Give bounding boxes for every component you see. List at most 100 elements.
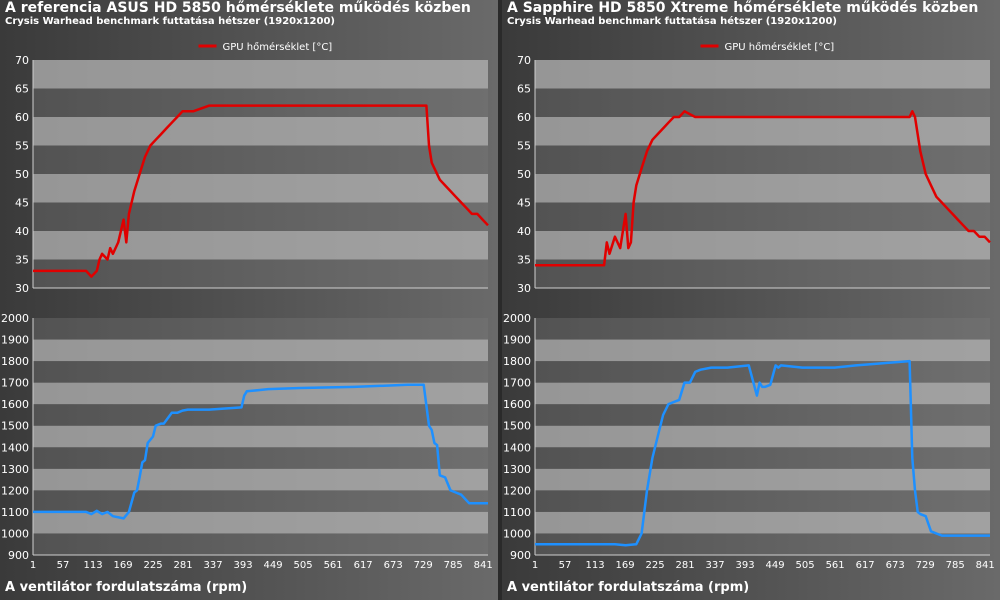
x-tick-label: 113 xyxy=(585,560,604,571)
x-tick-label: 337 xyxy=(204,560,223,571)
x-tick-label: 57 xyxy=(57,560,70,571)
y-tick-label: 30 xyxy=(517,282,531,295)
y-tick-label: 65 xyxy=(517,83,531,96)
y-tick-label: 1600 xyxy=(1,398,29,411)
y-tick-label: 1200 xyxy=(1,484,29,497)
grid-band xyxy=(33,511,488,534)
y-tick-label: 70 xyxy=(517,54,531,67)
grid-band xyxy=(33,174,488,203)
grid-band xyxy=(535,425,990,448)
x-tick-label: 729 xyxy=(414,560,433,571)
y-tick-label: 45 xyxy=(517,197,531,210)
y-tick-label: 40 xyxy=(15,225,29,238)
grid-band xyxy=(33,202,488,231)
y-tick-label: 1700 xyxy=(503,377,531,390)
y-tick-label: 1500 xyxy=(503,420,531,433)
panel-title: A referencia ASUS HD 5850 hőmérséklete m… xyxy=(5,0,471,16)
x-tick-label: 785 xyxy=(444,560,463,571)
grid-band xyxy=(535,361,990,383)
x-tick-label: 225 xyxy=(144,560,163,571)
x-tick-label: 57 xyxy=(559,560,572,571)
grid-band xyxy=(33,533,488,555)
y-tick-label: 1700 xyxy=(1,377,29,390)
grid-band xyxy=(33,318,488,340)
y-tick-label: 1000 xyxy=(1,527,29,540)
grid-band xyxy=(535,117,990,146)
x-tick-label: 281 xyxy=(174,560,193,571)
y-tick-label: 30 xyxy=(15,282,29,295)
x-tick-label: 337 xyxy=(706,560,725,571)
y-tick-label: 65 xyxy=(15,83,29,96)
x-tick-label: 617 xyxy=(354,560,373,571)
legend: GPU hőmérséklet [°C] xyxy=(198,41,333,53)
panel-left: A referencia ASUS HD 5850 hőmérséklete m… xyxy=(0,0,498,600)
grid-band xyxy=(33,447,488,469)
y-tick-label: 40 xyxy=(517,225,531,238)
fan-speed-chart-left: 900 1000 1100 1200 1300 1400 1500 1600 1700 1800 1… xyxy=(1,312,493,571)
y-tick-label: 1300 xyxy=(503,463,531,476)
x-tick-label: 729 xyxy=(916,560,935,571)
y-tick-label: 60 xyxy=(517,111,531,124)
grid-band xyxy=(535,490,990,512)
grid-band xyxy=(535,259,990,288)
y-tick-label: 55 xyxy=(15,140,29,153)
grid-band xyxy=(535,60,990,89)
y-tick-label: 1500 xyxy=(1,420,29,433)
x-tick-label: 561 xyxy=(826,560,845,571)
y-tick-label: 1100 xyxy=(1,506,29,519)
temperature-chart-left: 30 35 40 45 50 55 60 65 70 GPU hőmérséklet [°C] xyxy=(15,41,489,295)
grid-band xyxy=(535,404,990,426)
y-tick-label: 1100 xyxy=(503,506,531,519)
grid-band xyxy=(33,361,488,383)
legend-label: GPU hőmérséklet [°C] xyxy=(223,41,333,53)
y-tick-label: 60 xyxy=(15,111,29,124)
grid-band xyxy=(33,60,488,89)
grid-band xyxy=(535,468,990,491)
x-tick-label: 281 xyxy=(676,560,695,571)
y-tick-label: 35 xyxy=(15,254,29,267)
grid-band xyxy=(33,145,488,174)
grid-band xyxy=(33,468,488,491)
grid-band xyxy=(33,382,488,405)
y-tick-label: 35 xyxy=(517,254,531,267)
grid-band xyxy=(33,339,488,362)
grid-band xyxy=(33,88,488,117)
x-tick-label: 673 xyxy=(384,560,403,571)
y-tick-label: 1900 xyxy=(1,334,29,347)
grid-band xyxy=(33,259,488,288)
grid-band xyxy=(535,174,990,203)
y-tick-label: 1800 xyxy=(503,355,531,368)
y-tick-label: 1200 xyxy=(503,484,531,497)
y-tick-label: 1800 xyxy=(1,355,29,368)
panel-title: A Sapphire HD 5850 Xtreme hőmérséklete m… xyxy=(507,0,979,16)
grid-band xyxy=(535,339,990,362)
x-tick-label: 785 xyxy=(946,560,965,571)
legend-label: GPU hőmérséklet [°C] xyxy=(725,41,835,53)
x-tick-label: 169 xyxy=(113,560,132,571)
x-tick-label: 1 xyxy=(532,560,538,571)
y-tick-label: 50 xyxy=(517,168,531,181)
grid-band xyxy=(535,511,990,534)
grid-band xyxy=(535,231,990,260)
y-tick-label: 1300 xyxy=(1,463,29,476)
grid-band xyxy=(535,533,990,555)
x-tick-label: 393 xyxy=(736,560,755,571)
y-tick-label: 55 xyxy=(517,140,531,153)
series-line xyxy=(535,359,990,547)
x-tick-label: 505 xyxy=(294,560,313,571)
y-tick-label: 1600 xyxy=(503,398,531,411)
panel-footer: A ventilátor fordulatszáma (rpm) xyxy=(5,580,248,595)
x-tick-label: 393 xyxy=(234,560,253,571)
x-tick-label: 449 xyxy=(264,560,283,571)
temperature-chart-right: 30 35 40 45 50 55 60 65 70 GPU hőmérséklet [°C] xyxy=(517,41,991,295)
series-line xyxy=(33,104,489,278)
grid-band xyxy=(535,382,990,405)
x-tick-label: 505 xyxy=(796,560,815,571)
y-tick-label: 1400 xyxy=(1,441,29,454)
x-tick-label: 841 xyxy=(474,560,493,571)
y-tick-label: 70 xyxy=(15,54,29,67)
grid-band xyxy=(535,318,990,340)
grid-band xyxy=(33,425,488,448)
y-tick-label: 900 xyxy=(510,549,531,562)
x-tick-label: 169 xyxy=(615,560,634,571)
